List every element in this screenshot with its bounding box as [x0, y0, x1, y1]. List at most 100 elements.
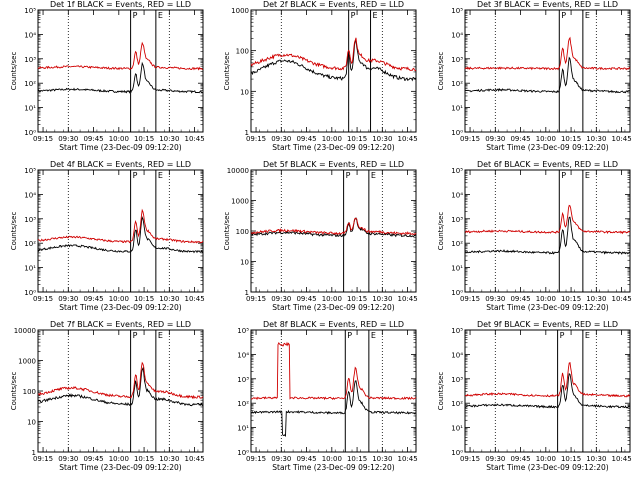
y-tick-label: 10³	[237, 376, 249, 384]
y-tick-label: 10⁴	[451, 351, 463, 359]
x-tick-label: 10:30	[372, 135, 392, 143]
x-tick-label: 10:45	[184, 295, 204, 303]
marker-label-P: P	[346, 171, 351, 180]
y-tick-label: 10⁵	[24, 7, 36, 15]
y-tick-label: 10²	[451, 240, 463, 248]
series-line-events	[464, 216, 631, 255]
x-tick-label: 09:15	[246, 295, 266, 303]
plot-frame	[37, 329, 204, 453]
series-line-lld	[464, 204, 631, 235]
plot-frame	[250, 9, 417, 133]
series-line-lld	[37, 41, 204, 71]
x-tick-label: 09:30	[485, 135, 505, 143]
x-tick-label: 10:45	[184, 135, 204, 143]
y-tick-label: 10⁰	[451, 449, 463, 457]
y-tick-label: 10²	[451, 400, 463, 408]
plot-frame	[37, 169, 204, 293]
series-line-events	[464, 56, 631, 94]
x-tick-label: 10:15	[134, 295, 154, 303]
x-tick-label: 10:30	[586, 135, 606, 143]
x-tick-label: 10:15	[347, 295, 367, 303]
marker-label-P: P	[347, 331, 352, 340]
chart-title: Det 9f BLACK = Events, RED = LLD	[477, 320, 618, 329]
y-axis-label: Counts/sec	[10, 212, 18, 251]
y-tick-label: 10⁵	[24, 167, 36, 175]
y-tick-label: 10³	[451, 56, 463, 64]
x-tick-label: 09:15	[33, 135, 53, 143]
x-tick-label: 09:45	[83, 295, 103, 303]
y-tick-label: 10³	[451, 376, 463, 384]
y-tick-label: 10³	[451, 216, 463, 224]
series-line-lld	[250, 341, 417, 401]
x-axis-label: Start Time (23-Dec-09 09:12:20)	[486, 143, 608, 152]
y-tick-label: 10¹	[451, 425, 463, 433]
y-tick-label: 10¹	[237, 425, 249, 433]
series-line-events	[250, 380, 417, 437]
x-tick-label: 09:45	[296, 455, 316, 463]
y-tick-label: 1000	[18, 358, 36, 366]
y-tick-label: 10²	[24, 240, 36, 248]
y-tick-label: 10⁵	[451, 7, 463, 15]
y-tick-label: 1	[32, 449, 36, 457]
y-tick-label: 1000	[231, 7, 249, 15]
y-axis-label: Counts/sec	[223, 212, 231, 251]
x-tick-label: 09:15	[33, 295, 53, 303]
x-tick-label: 09:45	[83, 455, 103, 463]
y-axis-label: Counts/sec	[437, 52, 445, 91]
y-tick-label: 10²	[24, 80, 36, 88]
y-tick-label: 10⁴	[451, 191, 463, 199]
marker-label-P: P	[133, 171, 138, 180]
y-tick-label: 10⁴	[24, 31, 36, 39]
x-tick-label: 10:45	[184, 455, 204, 463]
y-tick-label: 1000	[231, 198, 249, 206]
y-tick-label: 10	[240, 259, 249, 267]
x-tick-label: 09:30	[271, 455, 291, 463]
x-tick-label: 10:15	[134, 455, 154, 463]
marker-label-E: E	[585, 171, 590, 180]
chart-panel-7: Det 7f BLACK = Events, RED = LLD 1 10 100 10…	[10, 320, 205, 472]
chart-title: Det 7f BLACK = Events, RED = LLD	[50, 320, 191, 329]
x-tick-label: 10:45	[397, 455, 417, 463]
plot-frame	[464, 9, 631, 133]
chart-title: Det 2f BLACK = Events, RED = LLD	[263, 0, 404, 9]
x-axis-label: Start Time (23-Dec-09 09:12:20)	[486, 303, 608, 312]
y-tick-label: 10³	[24, 216, 36, 224]
y-tick-label: 10⁴	[451, 31, 463, 39]
x-tick-label: 09:30	[485, 295, 505, 303]
marker-label-E: E	[585, 331, 590, 340]
y-tick-label: 10⁰	[451, 129, 463, 137]
y-tick-label: 10¹	[24, 105, 36, 113]
y-tick-label: 1	[245, 129, 249, 137]
x-tick-label: 10:30	[159, 135, 179, 143]
y-axis-label: Counts/sec	[10, 52, 18, 91]
chart-title: Det 5f BLACK = Events, RED = LLD	[263, 160, 404, 169]
x-tick-label: 09:30	[58, 295, 78, 303]
series-line-events	[37, 61, 204, 94]
chart-panel-9: Det 9f BLACK = Events, RED = LLD 10⁰ 10¹ 10…	[437, 320, 632, 472]
x-tick-label: 09:45	[296, 295, 316, 303]
series-line-events	[464, 373, 631, 409]
x-tick-label: 09:45	[83, 135, 103, 143]
x-tick-label: 10:30	[159, 295, 179, 303]
x-tick-label: 10:45	[611, 295, 631, 303]
chart-panel-4: Det 4f BLACK = Events, RED = LLD 10⁰ 10¹ 10…	[10, 160, 205, 312]
marker-label-P: P	[133, 11, 138, 20]
series-line-lld	[37, 361, 204, 400]
x-axis-label: Start Time (23-Dec-09 09:12:20)	[59, 303, 181, 312]
x-tick-label: 09:45	[510, 455, 530, 463]
x-tick-label: 09:15	[460, 295, 480, 303]
chart-title: Det 6f BLACK = Events, RED = LLD	[477, 160, 618, 169]
chart-panel-6: Det 6f BLACK = Events, RED = LLD 10⁰ 10¹ 10…	[437, 160, 632, 312]
y-tick-label: 10	[240, 88, 249, 96]
x-tick-label: 10:30	[159, 455, 179, 463]
x-axis-label: Start Time (23-Dec-09 09:12:20)	[272, 463, 394, 472]
x-tick-label: 10:45	[397, 135, 417, 143]
y-tick-label: 10¹	[451, 265, 463, 273]
x-tick-label: 09:15	[246, 135, 266, 143]
x-tick-label: 09:15	[246, 455, 266, 463]
y-tick-label: 10³	[24, 56, 36, 64]
marker-label-E: E	[158, 171, 163, 180]
x-tick-label: 09:15	[460, 135, 480, 143]
chart-panel-1: Det 1f BLACK = Events, RED = LLD 10⁰ 10¹ 10…	[10, 0, 205, 152]
